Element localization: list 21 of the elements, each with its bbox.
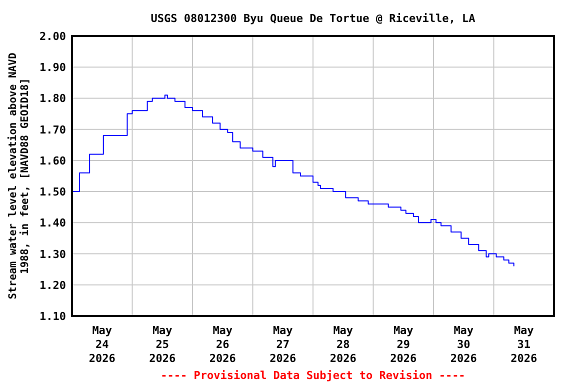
y-tick-label: 1.20 (40, 278, 66, 292)
y-tick-label: 1.60 (40, 154, 66, 168)
x-tick-label: May 28 2026 (330, 324, 357, 365)
x-tick-label: May 24 2026 (88, 324, 116, 365)
x-tick-label: May 27 2026 (270, 324, 296, 365)
y-tick-label: 1.50 (40, 186, 66, 199)
x-tick-label: May 29 2026 (390, 324, 417, 365)
y-tick-label: 2.00 (40, 30, 66, 43)
x-tick-label: May 26 2026 (209, 324, 236, 365)
x-tick-label: May 25 2026 (149, 324, 176, 365)
y-tick-label: 1.40 (40, 216, 66, 230)
y-axis-title: Stream water level elevation above NAVD 1988, in feet, [NAVD88 GEOID18] (7, 52, 31, 300)
y-tick-label: 1.30 (40, 248, 66, 261)
y-tick-label: 1.70 (40, 123, 66, 136)
text: ---- Provisional Data Subject to Revision ---- (160, 369, 466, 382)
y-tick-label: 1.10 (40, 310, 66, 323)
x-tick-label: May 30 2026 (450, 324, 478, 365)
chart-title: USGS 08012300 Byu Queue De Tortue @ Riceville, LA (150, 12, 476, 25)
y-tick-label: 1.90 (40, 61, 66, 74)
y-tick-label: 1.80 (40, 92, 66, 106)
x-tick-label: May 31 2026 (510, 324, 538, 365)
